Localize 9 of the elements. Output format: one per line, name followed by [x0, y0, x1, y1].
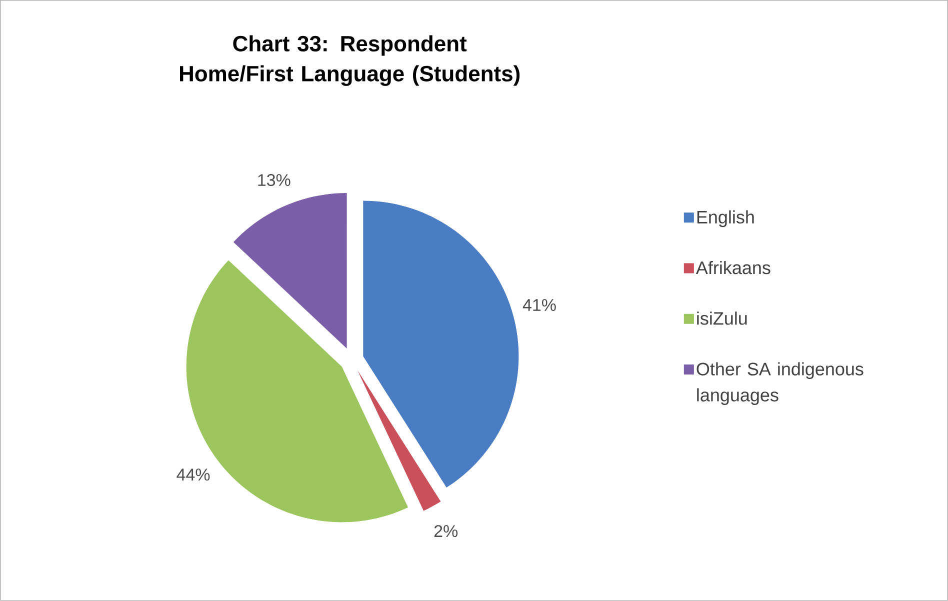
legend-label: English [697, 210, 754, 228]
data-label: 13% [258, 174, 290, 186]
legend-label: Other SA indigenous languages [696, 362, 864, 406]
legend-label: isiZulu [697, 312, 747, 325]
legend-label: Afrikaans [696, 261, 770, 274]
data-label: 41% [522, 299, 556, 312]
data-label: 2% [434, 525, 458, 538]
data-label: 44% [176, 468, 210, 481]
chart-title: Chart 33: Respondent Home/First Language (Students) [180, 35, 520, 86]
